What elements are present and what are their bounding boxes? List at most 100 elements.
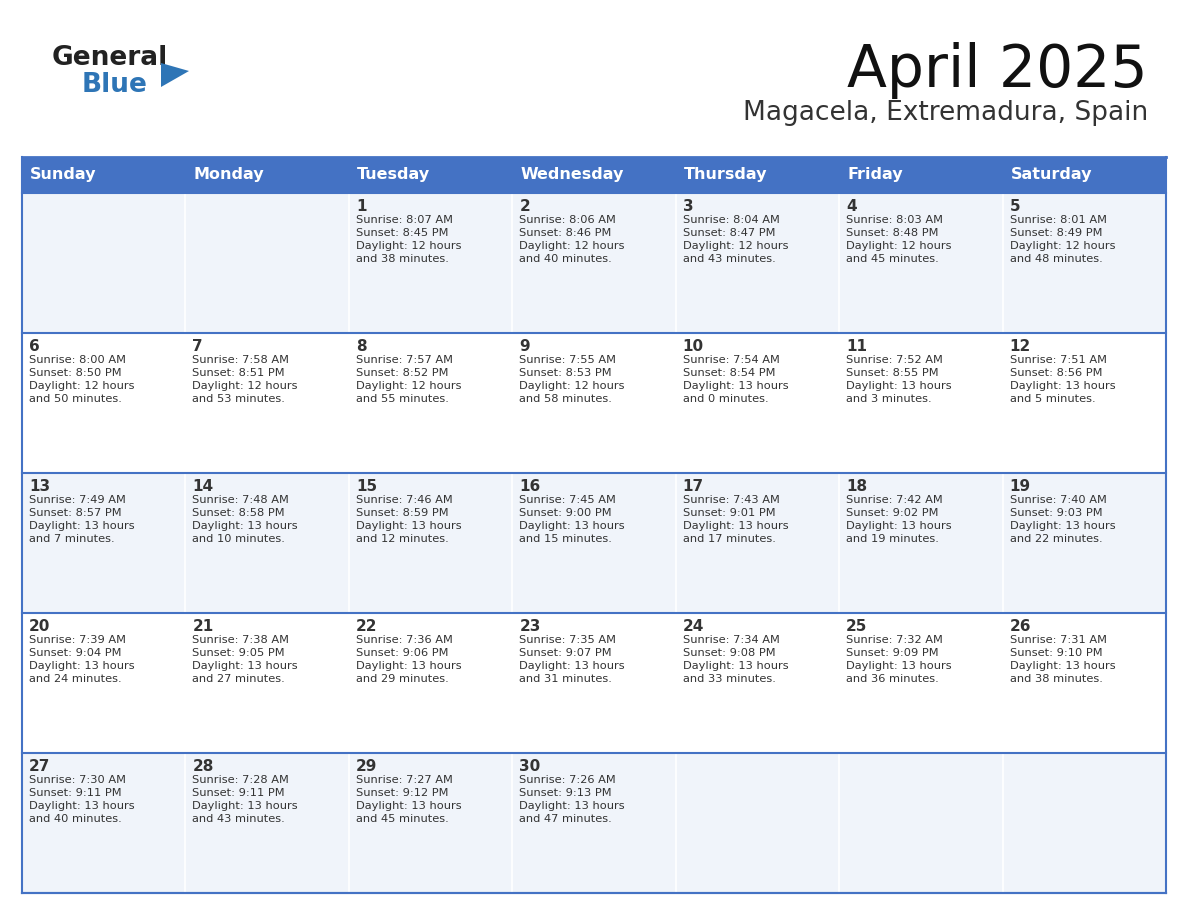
Text: and 53 minutes.: and 53 minutes. [192,394,285,404]
Text: 24: 24 [683,619,704,634]
Text: Sunrise: 7:45 AM: Sunrise: 7:45 AM [519,495,617,505]
Text: and 47 minutes.: and 47 minutes. [519,814,612,824]
Text: Sunrise: 7:43 AM: Sunrise: 7:43 AM [683,495,779,505]
Text: Sunset: 8:59 PM: Sunset: 8:59 PM [356,508,449,518]
Text: Sunset: 9:02 PM: Sunset: 9:02 PM [846,508,939,518]
Text: and 17 minutes.: and 17 minutes. [683,534,776,544]
Text: 19: 19 [1010,479,1031,494]
Text: 20: 20 [29,619,50,634]
Text: Thursday: Thursday [684,167,767,183]
Text: Daylight: 13 hours: Daylight: 13 hours [846,381,952,391]
Text: Sunset: 8:56 PM: Sunset: 8:56 PM [1010,368,1102,378]
Text: and 45 minutes.: and 45 minutes. [846,254,939,264]
Text: 1: 1 [356,199,366,214]
Text: 10: 10 [683,339,703,354]
Text: Sunrise: 7:48 AM: Sunrise: 7:48 AM [192,495,290,505]
Text: 3: 3 [683,199,694,214]
Text: Sunset: 9:03 PM: Sunset: 9:03 PM [1010,508,1102,518]
Text: Sunset: 9:12 PM: Sunset: 9:12 PM [356,788,448,798]
Text: Daylight: 13 hours: Daylight: 13 hours [29,661,134,671]
Text: and 43 minutes.: and 43 minutes. [192,814,285,824]
Text: Daylight: 12 hours: Daylight: 12 hours [519,241,625,251]
Text: Daylight: 13 hours: Daylight: 13 hours [29,521,134,531]
Text: Sunrise: 7:55 AM: Sunrise: 7:55 AM [519,355,617,365]
Text: Daylight: 13 hours: Daylight: 13 hours [192,661,298,671]
Text: and 3 minutes.: and 3 minutes. [846,394,931,404]
Text: and 45 minutes.: and 45 minutes. [356,814,449,824]
Text: and 22 minutes.: and 22 minutes. [1010,534,1102,544]
Text: Sunset: 8:55 PM: Sunset: 8:55 PM [846,368,939,378]
Text: Daylight: 13 hours: Daylight: 13 hours [1010,661,1116,671]
Text: Daylight: 12 hours: Daylight: 12 hours [356,241,461,251]
Text: and 38 minutes.: and 38 minutes. [1010,674,1102,684]
Text: Sunrise: 7:32 AM: Sunrise: 7:32 AM [846,635,943,645]
Text: Sunrise: 7:39 AM: Sunrise: 7:39 AM [29,635,126,645]
Text: Sunset: 8:54 PM: Sunset: 8:54 PM [683,368,776,378]
Text: Daylight: 13 hours: Daylight: 13 hours [192,521,298,531]
Text: Daylight: 12 hours: Daylight: 12 hours [356,381,461,391]
Text: Sunset: 9:11 PM: Sunset: 9:11 PM [192,788,285,798]
Text: Sunset: 9:01 PM: Sunset: 9:01 PM [683,508,776,518]
Text: Magacela, Extremadura, Spain: Magacela, Extremadura, Spain [742,100,1148,126]
Text: 12: 12 [1010,339,1031,354]
Text: Blue: Blue [82,72,147,98]
Text: Monday: Monday [194,167,264,183]
Text: Sunset: 8:48 PM: Sunset: 8:48 PM [846,228,939,238]
Text: and 50 minutes.: and 50 minutes. [29,394,122,404]
Bar [23,613,1165,753]
Text: Daylight: 13 hours: Daylight: 13 hours [1010,521,1116,531]
Text: Sunset: 9:06 PM: Sunset: 9:06 PM [356,648,448,658]
Text: Sunset: 8:57 PM: Sunset: 8:57 PM [29,508,121,518]
Text: Sunset: 8:51 PM: Sunset: 8:51 PM [192,368,285,378]
Text: Sunrise: 7:54 AM: Sunrise: 7:54 AM [683,355,779,365]
Text: Daylight: 12 hours: Daylight: 12 hours [519,381,625,391]
Text: Sunset: 8:49 PM: Sunset: 8:49 PM [1010,228,1102,238]
Text: and 12 minutes.: and 12 minutes. [356,534,449,544]
Text: 30: 30 [519,759,541,774]
Text: Sunrise: 7:30 AM: Sunrise: 7:30 AM [29,775,126,785]
Text: Sunset: 8:46 PM: Sunset: 8:46 PM [519,228,612,238]
Text: and 7 minutes.: and 7 minutes. [29,534,114,544]
Text: Sunrise: 7:58 AM: Sunrise: 7:58 AM [192,355,290,365]
Text: Sunset: 8:50 PM: Sunset: 8:50 PM [29,368,121,378]
Text: Daylight: 13 hours: Daylight: 13 hours [356,521,461,531]
Text: 13: 13 [29,479,50,494]
Text: and 38 minutes.: and 38 minutes. [356,254,449,264]
Text: 26: 26 [1010,619,1031,634]
Text: Sunset: 9:05 PM: Sunset: 9:05 PM [192,648,285,658]
Text: Wednesday: Wednesday [520,167,624,183]
Text: Sunrise: 7:40 AM: Sunrise: 7:40 AM [1010,495,1106,505]
Text: General: General [52,45,169,71]
Text: Sunrise: 8:01 AM: Sunrise: 8:01 AM [1010,215,1106,225]
Text: Sunset: 9:08 PM: Sunset: 9:08 PM [683,648,776,658]
Text: 2: 2 [519,199,530,214]
Text: Sunset: 8:47 PM: Sunset: 8:47 PM [683,228,776,238]
Text: Sunset: 8:45 PM: Sunset: 8:45 PM [356,228,448,238]
Text: 18: 18 [846,479,867,494]
Text: Daylight: 12 hours: Daylight: 12 hours [29,381,134,391]
Text: Daylight: 13 hours: Daylight: 13 hours [846,661,952,671]
Bar [23,193,1165,333]
Text: 9: 9 [519,339,530,354]
Text: Sunrise: 7:28 AM: Sunrise: 7:28 AM [192,775,290,785]
Text: 7: 7 [192,339,203,354]
Text: Sunrise: 8:00 AM: Sunrise: 8:00 AM [29,355,126,365]
Text: Daylight: 13 hours: Daylight: 13 hours [519,801,625,811]
Text: Daylight: 12 hours: Daylight: 12 hours [846,241,952,251]
Text: Daylight: 12 hours: Daylight: 12 hours [192,381,298,391]
Text: 6: 6 [29,339,39,354]
Text: Sunrise: 7:26 AM: Sunrise: 7:26 AM [519,775,617,785]
Text: 11: 11 [846,339,867,354]
Text: Daylight: 13 hours: Daylight: 13 hours [192,801,298,811]
Text: and 0 minutes.: and 0 minutes. [683,394,769,404]
Text: and 55 minutes.: and 55 minutes. [356,394,449,404]
Text: and 31 minutes.: and 31 minutes. [519,674,612,684]
Text: Friday: Friday [847,167,903,183]
Text: Sunrise: 7:36 AM: Sunrise: 7:36 AM [356,635,453,645]
Text: Sunrise: 7:35 AM: Sunrise: 7:35 AM [519,635,617,645]
Text: 23: 23 [519,619,541,634]
Text: Sunrise: 8:04 AM: Sunrise: 8:04 AM [683,215,779,225]
Text: and 19 minutes.: and 19 minutes. [846,534,939,544]
Text: 14: 14 [192,479,214,494]
Text: April 2025: April 2025 [847,42,1148,99]
